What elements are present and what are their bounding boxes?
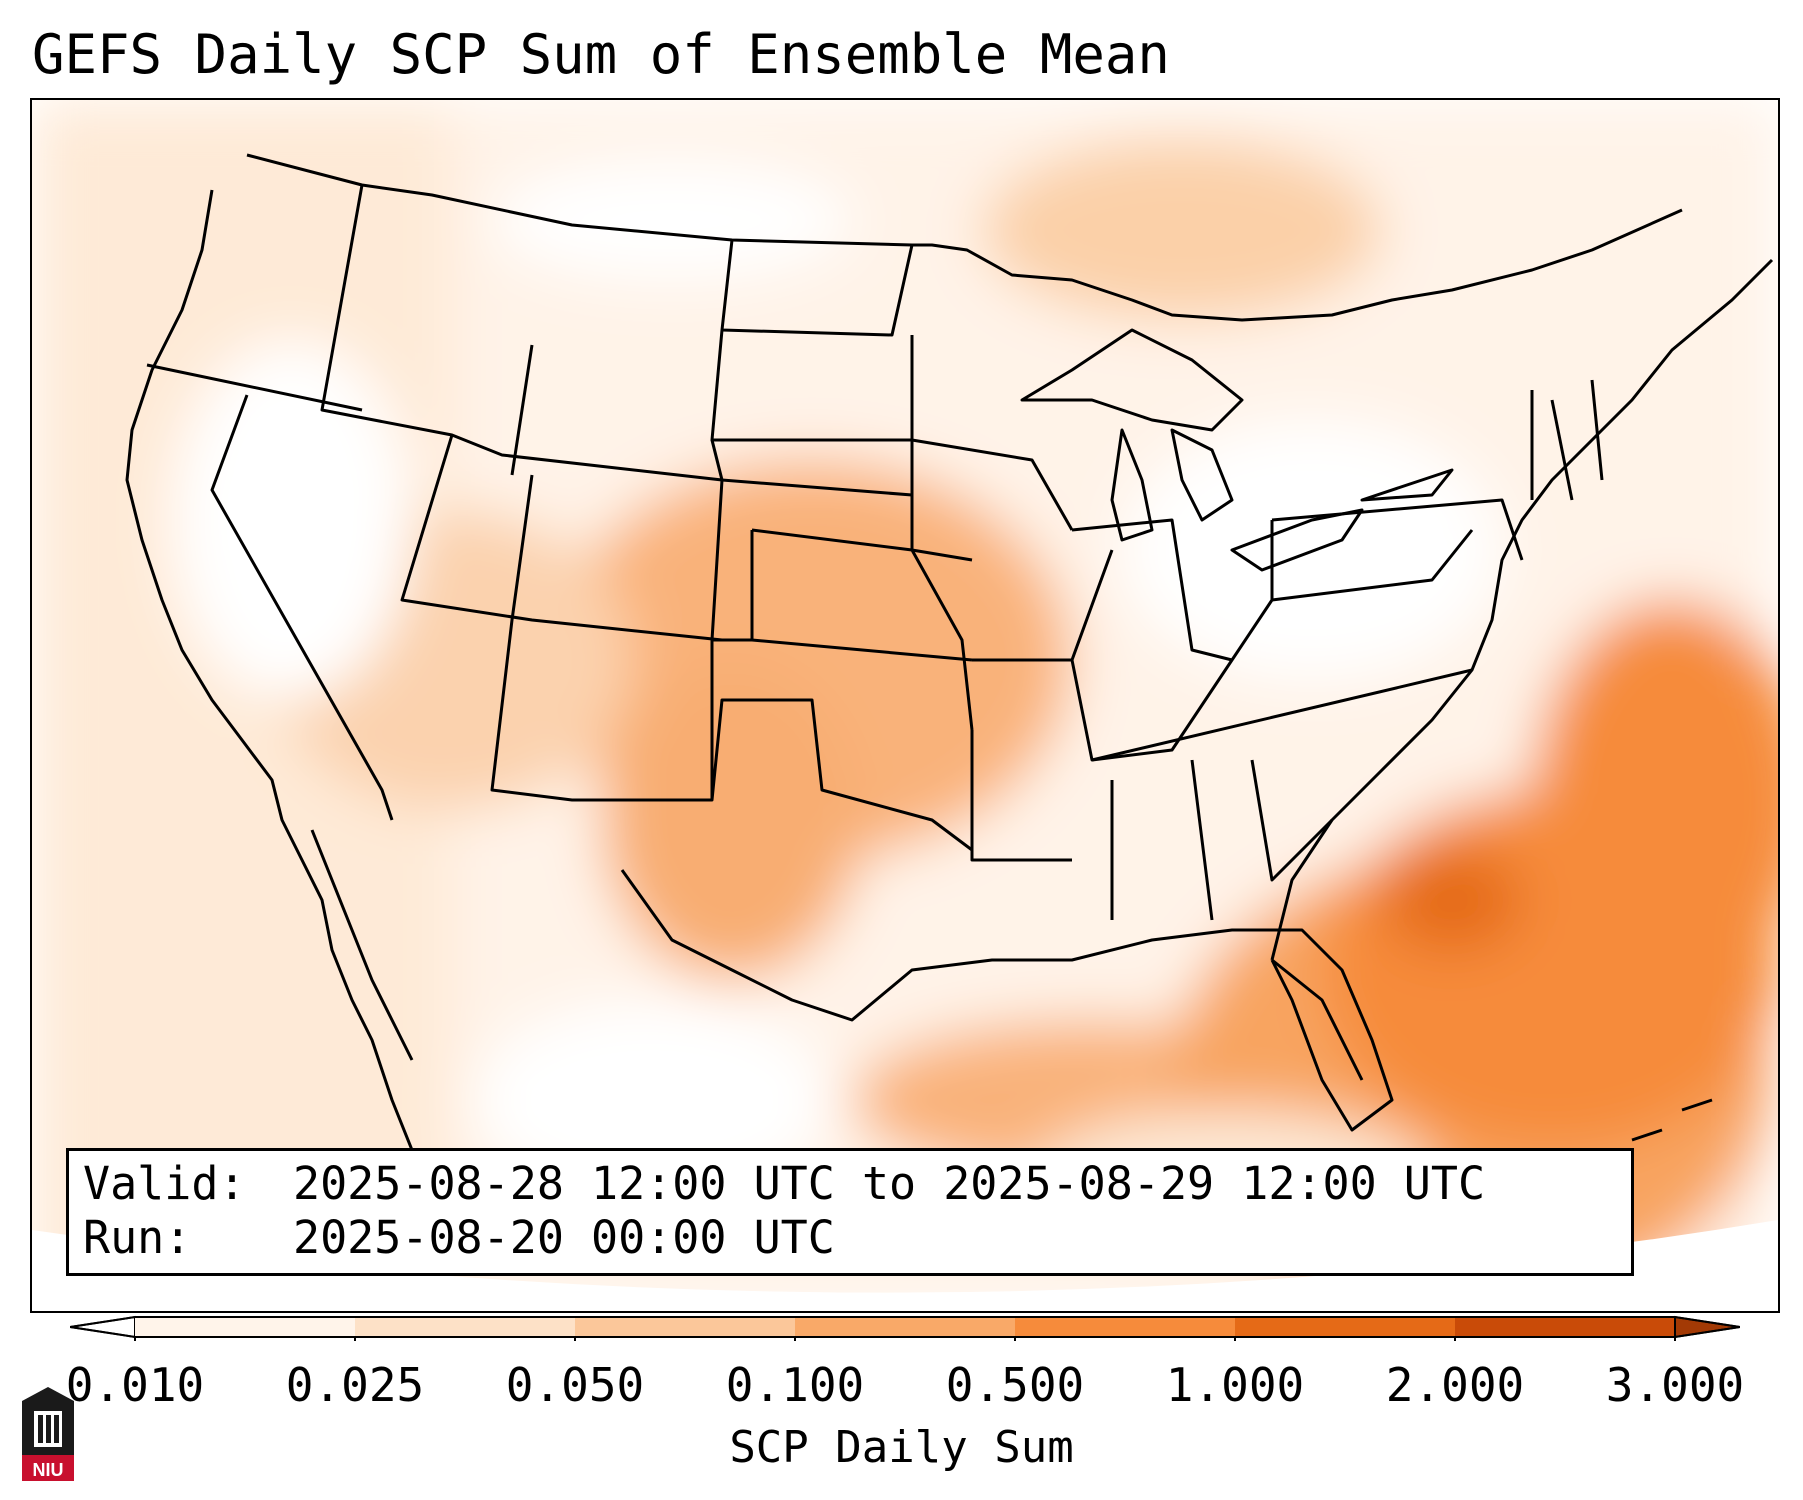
colorbar-tick-label: 1.000	[1165, 1358, 1305, 1412]
run-key: Run:	[83, 1211, 192, 1264]
valid-value: 2025-08-28 12:00 UTC to 2025-08-29 12:00…	[293, 1157, 1486, 1210]
scp-shading	[32, 100, 1778, 1311]
colorbar-tick-label: 0.010	[65, 1358, 205, 1412]
map-title: GEFS Daily SCP Sum of Ensemble Mean	[32, 23, 1170, 86]
logo-text: NIU	[33, 1460, 64, 1480]
valid-key: Valid:	[83, 1157, 246, 1210]
colorbar-tick-label: 0.025	[285, 1358, 425, 1412]
colorbar-segment	[135, 1317, 356, 1337]
colorbar-segment	[355, 1317, 576, 1337]
colorbar-segment	[575, 1317, 796, 1337]
colorbar-tick-label: 0.500	[945, 1358, 1085, 1412]
colorbar-extend-max	[1674, 1315, 1740, 1339]
colorbar	[70, 1315, 1740, 1341]
colorbar-segment	[1455, 1317, 1676, 1337]
colorbar-tick-label: 2.000	[1385, 1358, 1525, 1412]
valid-run-box: Valid: 2025-08-28 12:00 UTC to 2025-08-29…	[66, 1148, 1634, 1276]
run-value: 2025-08-20 00:00 UTC	[293, 1211, 835, 1264]
colorbar-segment	[795, 1317, 1016, 1337]
state-boundaries	[125, 153, 1774, 1252]
colorbar-segment	[1235, 1317, 1456, 1337]
colorbar-tick-label: 0.050	[505, 1358, 645, 1412]
colorbar-tick-label: 3.000	[1605, 1358, 1745, 1412]
niu-logo: NIU	[22, 1387, 74, 1481]
colorbar-label: SCP Daily Sum	[729, 1422, 1074, 1473]
colorbar-extend-min	[70, 1315, 136, 1339]
projection-edge	[32, 1220, 1778, 1311]
colorbar-segment	[1015, 1317, 1236, 1337]
colorbar-tick-label: 0.100	[725, 1358, 865, 1412]
map-panel	[30, 98, 1780, 1313]
